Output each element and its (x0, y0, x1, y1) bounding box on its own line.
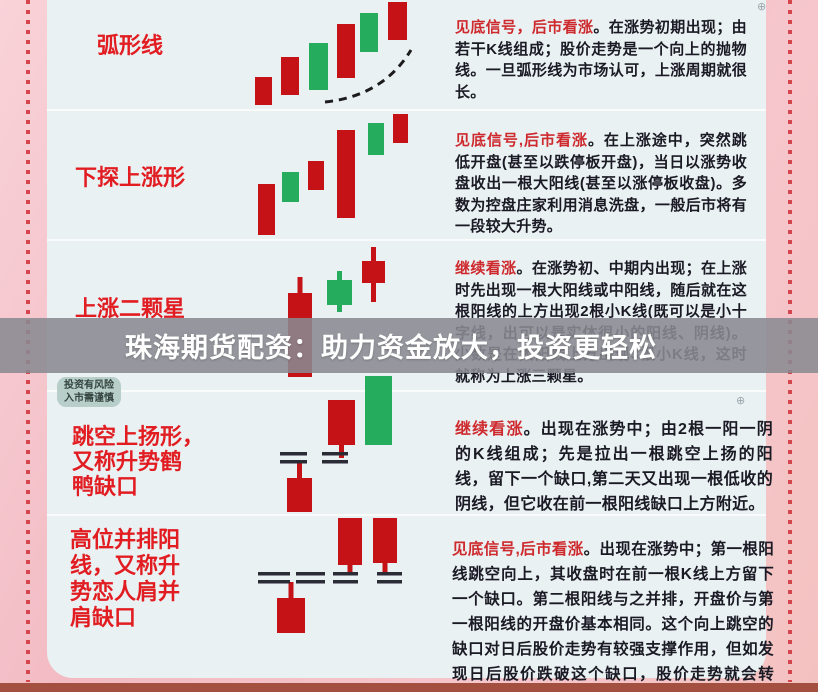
bottom-strip (0, 683, 818, 692)
description-text: 。在涨势初期出现；由若干K线组成；股价走势是一个向上的抛物线。一旦弧形线为市场认… (455, 19, 747, 101)
signal-lead: 见底信号，后市看涨 (455, 19, 594, 36)
watermark-text: 珠海期货配资：助力资金放大，投资更轻松 (125, 333, 657, 363)
description-text: 。出现在涨势中；第一根阳线跳空向上，其收盘时在前一根K线上方留下一个缺口。第二根… (452, 540, 774, 692)
pattern-description: 见底信号,后市看涨。在上涨途中，突然跳低开盘(甚至以跌停板开盘)，当日以涨势收盘… (455, 130, 747, 238)
pattern-label-dip-then-rise: 下探上涨形 (74, 165, 185, 190)
row-divider (47, 390, 766, 392)
row-divider (47, 514, 766, 516)
pattern-description: 继续看涨。出现在涨势中；由2根一阳一阴的K线组成；先是拉出一根跳空上扬的阳线，留… (455, 417, 773, 517)
description-text: 。出现在涨势中；由2根一阳一阴的K线组成；先是拉出一根跳空上扬的阳线，留下一个缺… (455, 421, 773, 513)
signal-lead: 见底信号,后市看涨 (455, 132, 588, 149)
signal-lead: 见底信号,后市看涨 (452, 540, 584, 558)
risk-disclaimer-line1: 投资有风险 (64, 380, 114, 391)
row-divider (47, 239, 766, 241)
pattern-label-gap-up: 跳空上扬形， 又称升势鹤 鸭缺口 (72, 424, 205, 499)
description-text: 。在上涨途中，突然跳低开盘(甚至以跌停板开盘)，当日以涨势收盘收出一根大阳线(甚… (455, 132, 747, 235)
signal-lead: 继续看涨 (455, 260, 517, 277)
signal-lead: 继续看涨 (455, 421, 524, 438)
pattern-label-parallel-yang-lines: 高位并排阳 线，又称升 势恋人肩并 肩缺口 (70, 527, 181, 630)
pattern-description: 见底信号,后市看涨。出现在涨势中；第一根阳线跳空向上，其收盘时在前一根K线上方留… (452, 537, 774, 692)
pattern-label-arc-line: 弧形线 (96, 33, 163, 58)
watermark-emblem-icon: ⊕ (736, 395, 746, 407)
risk-disclaimer-badge: 投资有风险 入市需谨慎 (57, 377, 121, 407)
risk-disclaimer-line2: 入市需谨慎 (64, 393, 114, 404)
row-divider (47, 109, 766, 111)
pattern-label-two-rising-stars: 上涨二颗星 (74, 296, 185, 321)
watermark-emblem-icon: ⊕ (757, 1, 767, 13)
watermark-banner: 珠海期货配资：助力资金放大，投资更轻松 (0, 318, 818, 373)
pattern-description: 见底信号，后市看涨。在涨势初期出现；由若干K线组成；股价走势是一个向上的抛物线。… (455, 17, 747, 103)
